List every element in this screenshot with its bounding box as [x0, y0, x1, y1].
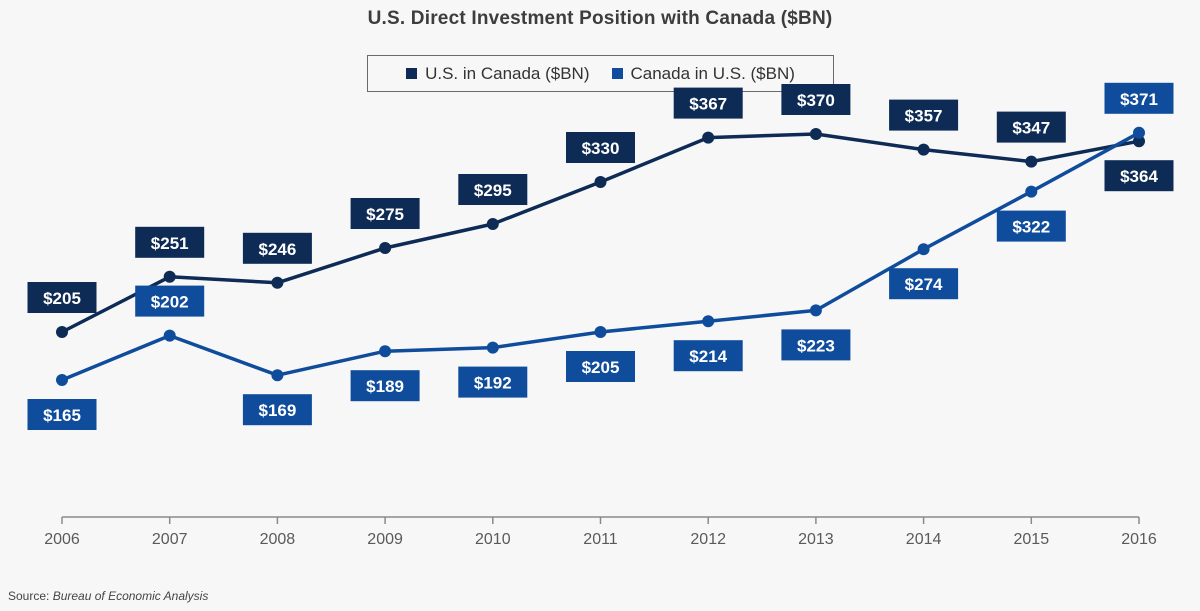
data-point-0 — [163, 270, 176, 283]
data-point-1 — [379, 345, 392, 358]
data-label: $251 — [151, 234, 189, 253]
legend-swatch-us-in-canada — [406, 68, 418, 79]
data-label: $205 — [43, 289, 81, 308]
data-point-0 — [809, 128, 822, 140]
data-label: $357 — [905, 107, 943, 126]
data-label-box — [566, 132, 635, 163]
data-label: $205 — [582, 358, 620, 377]
data-label-box — [242, 394, 312, 426]
data-label-box — [242, 232, 312, 264]
data-label: $274 — [905, 275, 943, 294]
source-name: Bureau of Economic Analysis — [52, 589, 209, 603]
data-point-0 — [1025, 155, 1038, 168]
legend-swatch-canada-in-us — [611, 68, 623, 79]
data-label-box — [27, 399, 97, 430]
data-point-1 — [1133, 126, 1145, 139]
data-label: $189 — [366, 377, 404, 396]
data-label-box — [458, 366, 528, 398]
data-label-box — [1104, 160, 1174, 192]
data-point-1 — [702, 315, 715, 328]
data-label-box — [27, 282, 97, 313]
data-point-0 — [594, 176, 607, 188]
x-tick-label: 2006 — [44, 531, 80, 548]
x-tick-label: 2011 — [583, 531, 618, 548]
data-point-1 — [486, 341, 499, 354]
data-label-box — [996, 210, 1066, 242]
x-tick-label: 2013 — [798, 531, 834, 548]
data-point-0 — [271, 276, 284, 289]
data-label: $367 — [689, 95, 727, 114]
data-label-box — [135, 226, 205, 258]
source-note: Source: Bureau of Economic Analysis — [8, 589, 208, 603]
legend-label-us-in-canada: U.S. in Canada ($BN) — [425, 63, 590, 83]
x-tick-label: 2010 — [475, 531, 511, 548]
data-point-0 — [917, 143, 930, 156]
data-label-box — [1104, 82, 1174, 114]
data-label-box — [996, 111, 1066, 143]
data-label-box — [781, 329, 851, 361]
data-label: $169 — [258, 401, 296, 420]
data-label: $246 — [258, 240, 296, 259]
data-point-1 — [809, 304, 822, 317]
data-label: $330 — [582, 139, 620, 158]
x-tick-label: 2016 — [1121, 531, 1157, 548]
data-label: $275 — [366, 205, 404, 224]
data-point-1 — [56, 374, 68, 386]
data-point-0 — [486, 218, 499, 230]
legend-item-canada-in-us: Canada in U.S. ($BN) — [611, 63, 795, 84]
data-label-box — [135, 285, 205, 317]
data-point-1 — [271, 369, 284, 382]
data-label: $370 — [797, 91, 835, 110]
chart-title: U.S. Direct Investment Position with Can… — [367, 8, 833, 29]
x-tick-label: 2012 — [690, 531, 726, 548]
x-tick-label: 2007 — [152, 531, 188, 548]
data-label-box — [781, 84, 851, 115]
data-label-box — [889, 268, 959, 300]
legend-label-canada-in-us: Canada in U.S. ($BN) — [630, 63, 795, 83]
data-label-box — [889, 99, 959, 131]
data-label: $295 — [474, 181, 512, 200]
data-label-box — [350, 198, 420, 229]
data-label: $223 — [797, 336, 835, 355]
legend-item-us-in-canada: U.S. in Canada ($BN) — [406, 63, 590, 84]
data-label: $364 — [1120, 167, 1158, 186]
legend: U.S. in Canada ($BN) Canada in U.S. ($BN… — [367, 55, 834, 92]
data-label-box — [673, 340, 743, 372]
data-label-box — [673, 87, 743, 119]
data-point-1 — [594, 326, 607, 338]
x-tick-label: 2014 — [906, 531, 942, 548]
data-label: $202 — [151, 293, 189, 312]
data-point-0 — [379, 242, 392, 254]
data-label: $371 — [1120, 90, 1158, 109]
source-prefix: Source: — [8, 589, 53, 603]
data-point-0 — [56, 326, 68, 338]
data-point-1 — [1025, 185, 1038, 198]
data-label-box — [458, 174, 528, 205]
x-tick-label: 2015 — [1014, 531, 1050, 548]
data-point-1 — [163, 329, 176, 342]
data-point-1 — [917, 243, 930, 256]
data-point-0 — [702, 131, 715, 144]
series-line-1 — [61, 131, 1140, 382]
data-label: $322 — [1012, 218, 1050, 237]
data-label: $214 — [689, 347, 727, 366]
data-label-box — [350, 370, 420, 402]
data-label: $165 — [43, 406, 81, 425]
series-line-0 — [61, 132, 1140, 334]
x-tick-label: 2009 — [367, 531, 403, 548]
data-label-box — [566, 351, 635, 382]
data-label: $347 — [1012, 119, 1050, 138]
x-tick-label: 2008 — [260, 531, 296, 548]
data-point-0 — [1133, 135, 1145, 148]
data-label: $192 — [474, 374, 512, 393]
